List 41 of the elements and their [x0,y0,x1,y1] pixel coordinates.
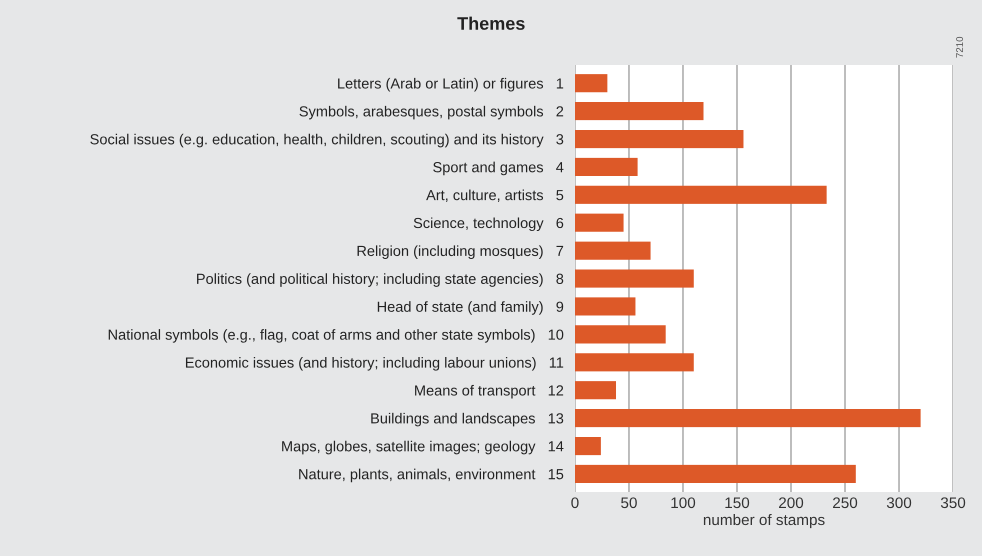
y-tick-label: Means of transport 12 [415,384,564,398]
x-tick-label: 300 [886,497,912,508]
y-tick-label: Religion (including mosques) 7 [358,245,564,259]
y-tick-label: Symbols, arabesques, postal symbols 2 [299,106,564,120]
bar [574,214,624,232]
bar [574,409,921,428]
x-tick-label: 350 [940,497,966,508]
x-tick-label: 50 [621,497,637,508]
chart-title: Themes [457,16,525,30]
y-tick-label: Social issues (e.g. education, health, children, scouting) and its history 3 [90,134,564,148]
bar [574,186,827,204]
x-tick-label: 200 [779,497,804,508]
bar [574,381,616,400]
y-tick-label: National symbols (e.g., flag, coat of arms and other state symbols) 10 [108,329,564,343]
x-tick-label: 150 [725,497,750,508]
bar [574,74,608,92]
y-tick-label: Sport and games 4 [433,162,564,176]
bar [574,130,744,148]
bar [574,353,694,372]
bar [574,102,704,120]
bar [574,158,638,176]
text: 7210 [956,36,964,58]
y-tick-label: Letters (Arab or Latin) or figures 1 [338,78,564,92]
y-tick-label: Head of state (and family) 9 [378,301,564,315]
y-tick-label: Nature, plants, animals, environment 15 [299,468,564,482]
y-tick-label: Politics (and political history; including state agencies) 8 [197,273,564,287]
bar [574,436,601,456]
x-tick-label: 0 [571,497,579,508]
bar [574,242,651,260]
y-tick-label: Science, technology 6 [414,217,564,232]
x-tick-label: 250 [833,497,858,508]
bar [574,297,636,316]
bar [574,269,694,288]
y-tick-label: Buildings and landscapes 13 [371,412,564,426]
y-tick-label: Maps, globes, satellite images; geology 14 [282,440,564,454]
bar [574,325,666,344]
x-tick-label: 100 [671,497,696,508]
y-tick-label: Art, culture, artists 5 [426,190,564,202]
x-axis-title: number of stamps [704,514,825,528]
bar [574,464,856,483]
y-tick-label: Economic issues (and history; including labour unions) 11 [186,357,564,371]
